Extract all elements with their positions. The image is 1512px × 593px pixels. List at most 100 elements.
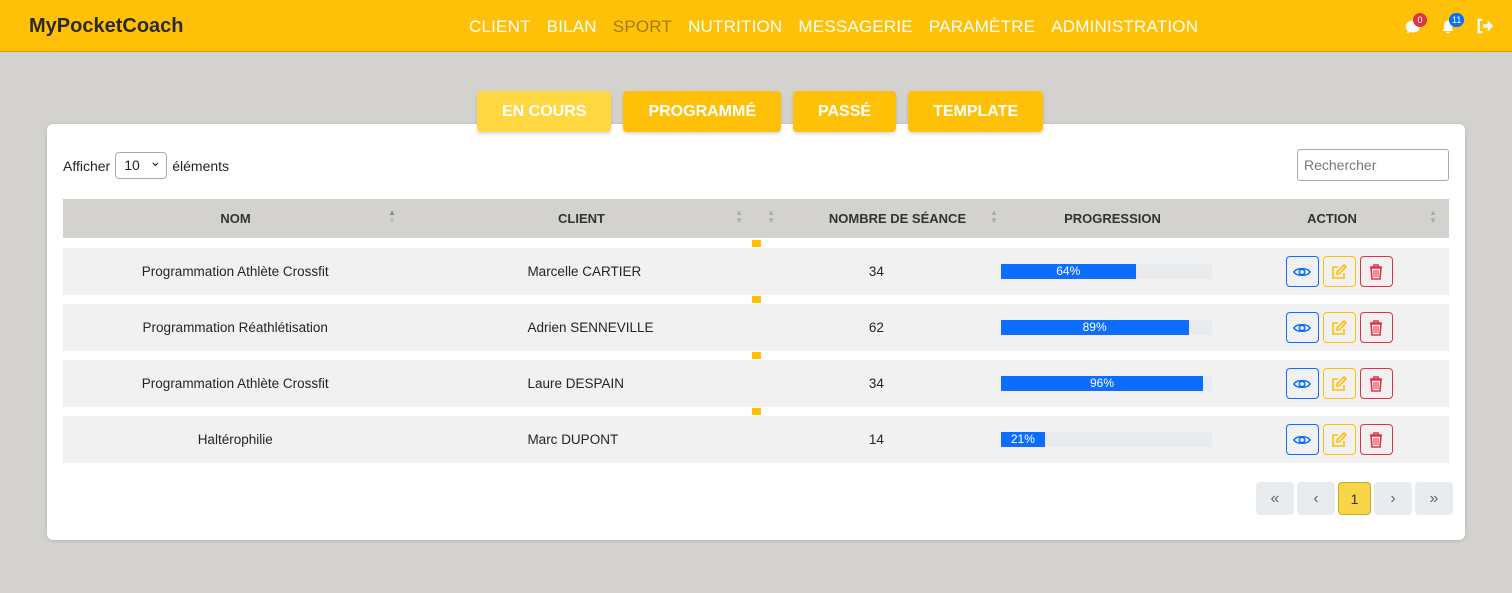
logout-icon	[1477, 18, 1494, 34]
trash-icon	[1370, 263, 1383, 280]
col-action[interactable]: ACTION ▲ ▼	[1215, 199, 1449, 238]
col-seances-label: NOMBRE DE SÉANCE	[828, 211, 967, 226]
length-suffix: éléments	[172, 157, 230, 174]
view-button[interactable]	[1285, 256, 1319, 287]
menu-sport[interactable]: SPORT	[612, 17, 673, 36]
pagination: « ‹ 1 › »	[1256, 482, 1453, 515]
programs-card: Afficher 10 éléments NOM ▲▼ CLIENT ▲▼ ▲▼ N…	[47, 124, 1465, 540]
progress-fill: 96%	[1000, 376, 1204, 391]
table-header: NOM ▲ ▼ CLIENT ▲ ▼ ▲ ▼ NOMBRE DE SÉANCE ▲ ▼ PRO…	[63, 199, 1449, 238]
eye-icon	[1293, 379, 1312, 388]
status-tabs: EN COURS PROGRAMMÉ PASSÉ TEMPLATE	[477, 91, 1044, 132]
trash-icon	[1370, 319, 1383, 336]
sort-icon: ▲ ▼	[735, 208, 743, 225]
edit-icon	[1332, 431, 1348, 447]
delete-button[interactable]	[1359, 368, 1393, 399]
edit-icon	[1332, 375, 1348, 391]
logout-button[interactable]	[1476, 14, 1496, 36]
eye-icon	[1293, 323, 1312, 332]
cell-client: Marcelle CARTIER	[527, 264, 642, 279]
page-length: Afficher 10 éléments	[63, 152, 229, 179]
sort-icon: ▲ ▼	[1429, 208, 1437, 225]
sort-icon: ▲ ▼	[990, 208, 998, 225]
cell-client: Laure DESPAIN	[527, 376, 624, 391]
view-button[interactable]	[1285, 312, 1319, 343]
eye-icon	[1293, 435, 1312, 444]
length-label: Afficher	[63, 157, 111, 174]
tab-en-cours[interactable]: EN COURS	[477, 91, 612, 132]
trash-icon	[1370, 375, 1383, 392]
notifications-button[interactable]: 11	[1440, 13, 1465, 36]
cell-client: Marc DUPONT	[527, 432, 619, 447]
eye-icon	[1293, 267, 1312, 276]
edit-icon	[1332, 319, 1348, 335]
table-row[interactable]: Programmation Réathlétisation Adrien SEN…	[63, 304, 1449, 351]
delete-button[interactable]	[1359, 256, 1393, 287]
col-progression-label: PROGRESSION	[1064, 211, 1161, 226]
menu-bilan[interactable]: BILAN	[546, 17, 597, 36]
length-select[interactable]: 10	[115, 152, 168, 179]
menu-messagerie[interactable]: MESSAGERIE	[798, 17, 913, 36]
view-button[interactable]	[1285, 424, 1319, 455]
col-blank[interactable]: ▲ ▼	[755, 199, 785, 238]
table-row[interactable]: Haltérophilie Marc DUPONT 14 21%	[63, 416, 1449, 463]
row-marker	[752, 352, 761, 359]
table-row[interactable]: Programmation Athlète Crossfit Marcelle …	[63, 248, 1449, 295]
progress-bar: 89%	[1000, 320, 1212, 335]
cell-nom: Programmation Athlète Crossfit	[141, 264, 329, 279]
menu-client[interactable]: CLIENT	[469, 17, 531, 36]
search-input[interactable]	[1297, 149, 1449, 181]
col-seances[interactable]: NOMBRE DE SÉANCE ▲ ▼	[785, 199, 1010, 238]
cell-nom: Haltérophilie	[197, 432, 273, 447]
row-marker	[752, 408, 761, 415]
progress-fill: 21%	[1000, 432, 1046, 447]
progress-bar: 64%	[1000, 264, 1212, 279]
col-nom-label: NOM	[220, 211, 251, 226]
navbar: MyPocketCoach CLIENT BILAN SPORT NUTRITI…	[0, 0, 1512, 52]
tab-template[interactable]: TEMPLATE	[908, 91, 1044, 132]
edit-button[interactable]	[1322, 312, 1356, 343]
col-nom[interactable]: NOM ▲ ▼	[63, 199, 408, 238]
progress-bar: 96%	[1000, 376, 1212, 391]
cell-nom: Programmation Athlète Crossfit	[141, 376, 329, 391]
edit-icon	[1332, 263, 1348, 279]
menu-parametre[interactable]: PARAMÈTRE	[928, 17, 1036, 36]
sort-icon: ▲ ▼	[388, 208, 396, 225]
col-client-label: CLIENT	[558, 211, 605, 226]
tab-programme[interactable]: PROGRAMMÉ	[623, 91, 782, 132]
cell-seances: 62	[868, 320, 884, 335]
progress-bar: 21%	[1000, 432, 1212, 447]
cell-seances: 34	[868, 264, 884, 279]
table-row[interactable]: Programmation Athlète Crossfit Laure DES…	[63, 360, 1449, 407]
notifications-badge: 11	[1449, 13, 1465, 27]
messages-badge: 0	[1413, 13, 1427, 27]
cell-seances: 14	[868, 432, 884, 447]
prev-page-button[interactable]: ‹	[1297, 482, 1335, 515]
menu-administration[interactable]: ADMINISTRATION	[1051, 17, 1199, 36]
progress-fill: 89%	[1000, 320, 1189, 335]
edit-button[interactable]	[1322, 256, 1356, 287]
edit-button[interactable]	[1322, 424, 1356, 455]
menu-nutrition[interactable]: NUTRITION	[688, 17, 783, 36]
cell-nom: Programmation Réathlétisation	[142, 320, 328, 335]
trash-icon	[1370, 431, 1383, 448]
row-marker	[752, 296, 761, 303]
row-marker	[752, 240, 761, 247]
first-page-button[interactable]: «	[1256, 482, 1294, 515]
delete-button[interactable]	[1359, 424, 1393, 455]
page-1-button[interactable]: 1	[1338, 482, 1371, 515]
sort-icon: ▲ ▼	[767, 208, 775, 225]
progress-fill: 64%	[1000, 264, 1136, 279]
cell-client: Adrien SENNEVILLE	[527, 320, 654, 335]
col-progression: PROGRESSION	[1010, 199, 1215, 238]
col-action-label: ACTION	[1307, 211, 1357, 226]
delete-button[interactable]	[1359, 312, 1393, 343]
tab-passe[interactable]: PASSÉ	[793, 91, 897, 132]
next-page-button[interactable]: ›	[1374, 482, 1412, 515]
edit-button[interactable]	[1322, 368, 1356, 399]
last-page-button[interactable]: »	[1415, 482, 1453, 515]
brand-logo[interactable]: MyPocketCoach	[29, 15, 184, 37]
messages-button[interactable]: 0	[1404, 13, 1427, 36]
view-button[interactable]	[1285, 368, 1319, 399]
col-client[interactable]: CLIENT ▲ ▼	[408, 199, 755, 238]
